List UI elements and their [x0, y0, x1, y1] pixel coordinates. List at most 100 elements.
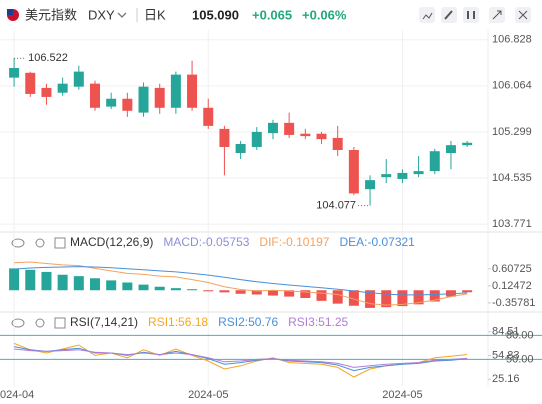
candle-body	[267, 122, 278, 134]
macd-bar	[251, 290, 262, 295]
reference-label: 50.00	[506, 353, 534, 365]
tool-button[interactable]	[463, 7, 479, 23]
x-tick-label: 2024-04	[0, 389, 34, 401]
gear-icon[interactable]	[35, 238, 45, 248]
reference-label: 80.00	[506, 329, 534, 341]
candle-body	[41, 87, 52, 97]
x-tick-label: 2024-05	[382, 389, 422, 401]
y-tick-label: 104.535	[492, 172, 532, 184]
eye-icon[interactable]	[11, 318, 25, 328]
tool-button[interactable]	[419, 7, 435, 23]
indicator-line	[14, 261, 468, 306]
y-tick-label: 0.12472	[492, 280, 532, 292]
eye-icon[interactable]	[11, 238, 25, 248]
candle-body	[25, 72, 36, 94]
macd-bar	[122, 282, 133, 291]
symbol: DXY	[88, 7, 115, 22]
macd-bar	[413, 290, 424, 305]
macd-bar	[219, 290, 230, 293]
candle-body	[154, 87, 165, 108]
instrument-name: 美元指数	[25, 7, 77, 22]
macd-bar	[187, 289, 198, 291]
dropdown-icon[interactable]	[117, 12, 127, 18]
candle-body	[397, 172, 408, 179]
macd-bar	[9, 268, 20, 291]
candle-body	[381, 174, 392, 178]
candle-body	[235, 143, 246, 154]
y-tick-label: 103.771	[492, 218, 532, 230]
candle-body	[89, 83, 100, 108]
y-tick-label: 25.16	[492, 373, 520, 385]
candle-body	[316, 133, 327, 140]
indicator-line	[14, 266, 468, 296]
candle-body	[348, 149, 359, 194]
candle-body	[170, 74, 181, 108]
x-tick-label: 2024-05	[188, 389, 228, 401]
y-tick-label: -0.35781	[492, 297, 535, 309]
candle-body	[57, 83, 68, 93]
change-pct: +0.06%	[302, 7, 347, 22]
macd-bar	[300, 290, 311, 299]
candle-body	[203, 107, 214, 126]
y-tick-label: 106.828	[492, 34, 532, 46]
gear-icon[interactable]	[35, 318, 45, 328]
macd-bar	[381, 290, 392, 308]
y-tick-label: 84.51	[492, 326, 520, 338]
candle-body	[284, 122, 295, 135]
macd-bar	[41, 271, 52, 291]
macd-bar	[89, 278, 100, 291]
macd-bar	[365, 290, 376, 308]
legend-entry: RSI1:56.18	[148, 315, 208, 329]
price: 105.090	[192, 7, 239, 22]
macd-bar	[267, 290, 278, 296]
candle-body	[187, 74, 198, 108]
indicator-line	[14, 348, 468, 368]
macd-bar	[397, 290, 408, 307]
settings-icon[interactable]	[54, 237, 66, 249]
macd-bar	[203, 290, 214, 292]
candle-body	[9, 67, 20, 78]
indicator-title: RSI(7,14,21)	[70, 315, 138, 329]
candle-body	[73, 71, 84, 87]
panel-icons	[11, 237, 66, 329]
legend-entry: MACD:-0.05753	[163, 235, 249, 249]
candle-body	[429, 151, 440, 172]
period[interactable]: 日K	[144, 7, 166, 22]
macd-bar	[73, 276, 84, 291]
settings-icon[interactable]	[54, 317, 66, 329]
macd-bar	[348, 290, 359, 306]
legend-entry: RSI3:51.25	[288, 315, 348, 329]
candle-body	[106, 98, 117, 107]
macd-bar	[316, 290, 327, 301]
legend-entry: RSI2:50.76	[218, 315, 278, 329]
legend-entry: DEA:-0.07321	[339, 235, 415, 249]
y-tick-label: 106.064	[492, 80, 532, 92]
y-tick-label: 0.60725	[492, 263, 532, 275]
candle-body	[462, 142, 473, 146]
candle-body	[300, 133, 311, 137]
legend-entry: DIF:-0.10197	[259, 235, 329, 249]
change: +0.065	[252, 7, 292, 22]
tool-icon	[467, 11, 475, 19]
macd-bar	[429, 290, 440, 302]
macd-bar	[154, 286, 165, 291]
candle-body	[365, 180, 376, 190]
y-tick-label: 54.83	[492, 349, 520, 361]
candle-body	[413, 171, 424, 175]
macd-bar	[170, 288, 181, 291]
flag-canton	[7, 9, 13, 15]
tool-icon	[492, 10, 502, 20]
macd-bar	[235, 290, 246, 294]
tool-icon	[422, 12, 433, 20]
y-tick-label: 105.299	[492, 126, 532, 138]
macd-bar	[462, 290, 473, 293]
indicator-title: MACD(12,26,9)	[70, 235, 153, 249]
candle-body	[332, 137, 343, 150]
annotation: 106.522	[28, 52, 68, 64]
indicator-line	[13, 342, 468, 378]
candle-body	[122, 98, 133, 111]
tool-icon	[518, 10, 528, 20]
candle-body	[219, 128, 230, 147]
